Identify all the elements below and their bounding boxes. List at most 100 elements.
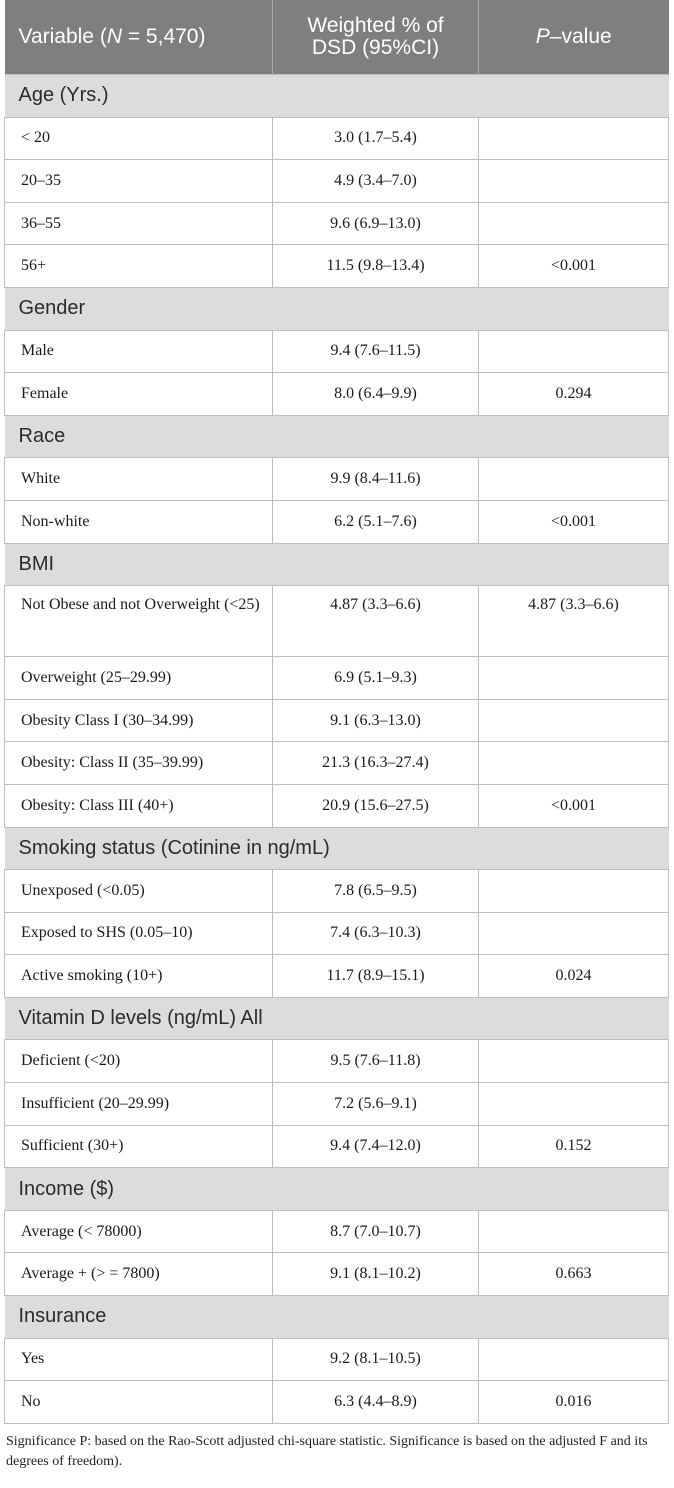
table-row: Deficient (<20) 9.5 (7.6–11.8): [4, 1039, 669, 1084]
row-label: White: [4, 457, 273, 501]
row-label: 56+: [4, 244, 273, 288]
row-label: Average + (> = 7800): [4, 1252, 273, 1297]
header-row: Variable (N = 5,470) Weighted % of DSD (…: [4, 0, 669, 75]
table-row: White 9.9 (8.4–11.6): [4, 457, 669, 501]
row-value: 9.1 (8.1–10.2): [272, 1252, 479, 1297]
table-row: Sufficient (30+) 9.4 (7.4–12.0) 0.152: [4, 1124, 669, 1169]
section-title: Race: [4, 414, 669, 459]
row-p-value: [478, 1209, 669, 1254]
section-title: Income ($): [4, 1167, 669, 1211]
row-label: Male: [4, 329, 273, 374]
section-header-row: Race: [4, 414, 669, 459]
section-header-row: Age (Yrs.): [4, 74, 669, 118]
row-p-value: 0.016: [478, 1380, 669, 1424]
table-row: Insufficient (20–29.99) 7.2 (5.6–9.1): [4, 1082, 669, 1126]
row-p-value: [478, 656, 669, 700]
footnote: Significance P: based on the Rao-Scott a…: [6, 1433, 648, 1469]
row-value: 21.3 (16.3–27.4): [272, 741, 479, 785]
table-row: Overweight (25–29.99) 6.9 (5.1–9.3): [4, 656, 669, 700]
row-value: 6.2 (5.1–7.6): [272, 499, 479, 544]
row-value: 11.7 (8.9–15.1): [272, 954, 479, 998]
row-value: 11.5 (9.8–13.4): [272, 244, 479, 288]
row-p-value: <0.001: [478, 244, 669, 288]
table-row: 20–35 4.9 (3.4–7.0): [4, 159, 669, 203]
row-label: Insufficient (20–29.99): [4, 1082, 273, 1126]
row-p-value: [478, 159, 669, 203]
row-value: 9.4 (7.4–12.0): [272, 1124, 479, 1169]
row-label: Not Obese and not Overweight (<25): [4, 585, 273, 658]
table-row: Female 8.0 (6.4–9.9) 0.294: [4, 372, 669, 416]
table-row: Obesity: Class III (40+) 20.9 (15.6–27.5)…: [4, 783, 669, 828]
row-p-value: [478, 329, 669, 374]
row-p-value: <0.001: [478, 783, 669, 828]
row-value: 8.7 (7.0–10.7): [272, 1209, 479, 1254]
row-label: Obesity: Class II (35–39.99): [4, 741, 273, 785]
section-title: Gender: [4, 286, 669, 331]
row-p-value: [478, 1337, 669, 1382]
section-title: Vitamin D levels (ng/mL) All: [4, 996, 669, 1041]
row-value: 9.4 (7.6–11.5): [272, 329, 479, 374]
row-p-value: 0.152: [478, 1124, 669, 1169]
row-label: No: [4, 1380, 273, 1424]
table-row: Obesity: Class II (35–39.99) 21.3 (16.3–2…: [4, 741, 669, 785]
row-label: 20–35: [4, 159, 273, 203]
row-label: Overweight (25–29.99): [4, 656, 273, 700]
table-row: Unexposed (<0.05) 7.8 (6.5–9.5): [4, 869, 669, 913]
row-p-value: 4.87 (3.3–6.6): [478, 585, 669, 658]
table-row: Male 9.4 (7.6–11.5): [4, 329, 669, 374]
table-row: Average + (> = 7800) 9.1 (8.1–10.2) 0.663: [4, 1252, 669, 1297]
row-p-value: <0.001: [478, 499, 669, 544]
row-p-value: 0.294: [478, 372, 669, 416]
row-label: Non-white: [4, 499, 273, 544]
row-label: Female: [4, 372, 273, 416]
section-header-row: Income ($): [4, 1167, 669, 1211]
table-row: Average (< 78000) 8.7 (7.0–10.7): [4, 1209, 669, 1254]
table-row: 56+ 11.5 (9.8–13.4) <0.001: [4, 244, 669, 288]
table-row: Exposed to SHS (0.05–10) 7.4 (6.3–10.3): [4, 911, 669, 956]
row-value: 20.9 (15.6–27.5): [272, 783, 479, 828]
section-title: Smoking status (Cotinine in ng/mL): [4, 826, 669, 871]
row-label: Active smoking (10+): [4, 954, 273, 998]
row-label: Exposed to SHS (0.05–10): [4, 911, 273, 956]
section-header-row: Insurance: [4, 1295, 669, 1339]
table-container: Variable (N = 5,470) Weighted % of DSD (…: [4, 0, 669, 1472]
row-value: 7.2 (5.6–9.1): [272, 1082, 479, 1126]
row-label: < 20: [4, 116, 273, 161]
table-row: Not Obese and not Overweight (<25) 4.87 (…: [4, 585, 669, 658]
row-p-value: 0.024: [478, 954, 669, 998]
section-title: BMI: [4, 542, 669, 587]
row-value: 6.9 (5.1–9.3): [272, 656, 479, 700]
row-label: Sufficient (30+): [4, 1124, 273, 1169]
row-value: 7.8 (6.5–9.5): [272, 869, 479, 913]
section-header-row: Gender: [4, 286, 669, 331]
row-p-value: [478, 698, 669, 743]
row-value: 9.9 (8.4–11.6): [272, 457, 479, 501]
row-label: Average (< 78000): [4, 1209, 273, 1254]
row-value: 9.6 (6.9–13.0): [272, 201, 479, 246]
table-row: < 20 3.0 (1.7–5.4): [4, 116, 669, 161]
row-p-value: [478, 116, 669, 161]
row-value: 3.0 (1.7–5.4): [272, 116, 479, 161]
row-p-value: [478, 869, 669, 913]
table-row: Active smoking (10+) 11.7 (8.9–15.1) 0.024: [4, 954, 669, 998]
section-title: Insurance: [4, 1295, 669, 1339]
row-p-value: [478, 1039, 669, 1084]
row-label: Yes: [4, 1337, 273, 1382]
row-label: Obesity Class I (30–34.99): [4, 698, 273, 743]
row-value: 4.87 (3.3–6.6): [272, 585, 479, 658]
row-value: 6.3 (4.4–8.9): [272, 1380, 479, 1424]
row-value: 9.5 (7.6–11.8): [272, 1039, 479, 1084]
row-p-value: [478, 201, 669, 246]
row-value: 8.0 (6.4–9.9): [272, 372, 479, 416]
row-p-value: [478, 911, 669, 956]
row-p-value: [478, 741, 669, 785]
table-row: 36–55 9.6 (6.9–13.0): [4, 201, 669, 246]
section-header-row: Vitamin D levels (ng/mL) All: [4, 996, 669, 1041]
row-value: 9.2 (8.1–10.5): [272, 1337, 479, 1382]
row-label: Obesity: Class III (40+): [4, 783, 273, 828]
row-value: 4.9 (3.4–7.0): [272, 159, 479, 203]
row-label: Unexposed (<0.05): [4, 869, 273, 913]
row-label: 36–55: [4, 201, 273, 246]
row-p-value: [478, 457, 669, 501]
section-header-row: Smoking status (Cotinine in ng/mL): [4, 826, 669, 871]
